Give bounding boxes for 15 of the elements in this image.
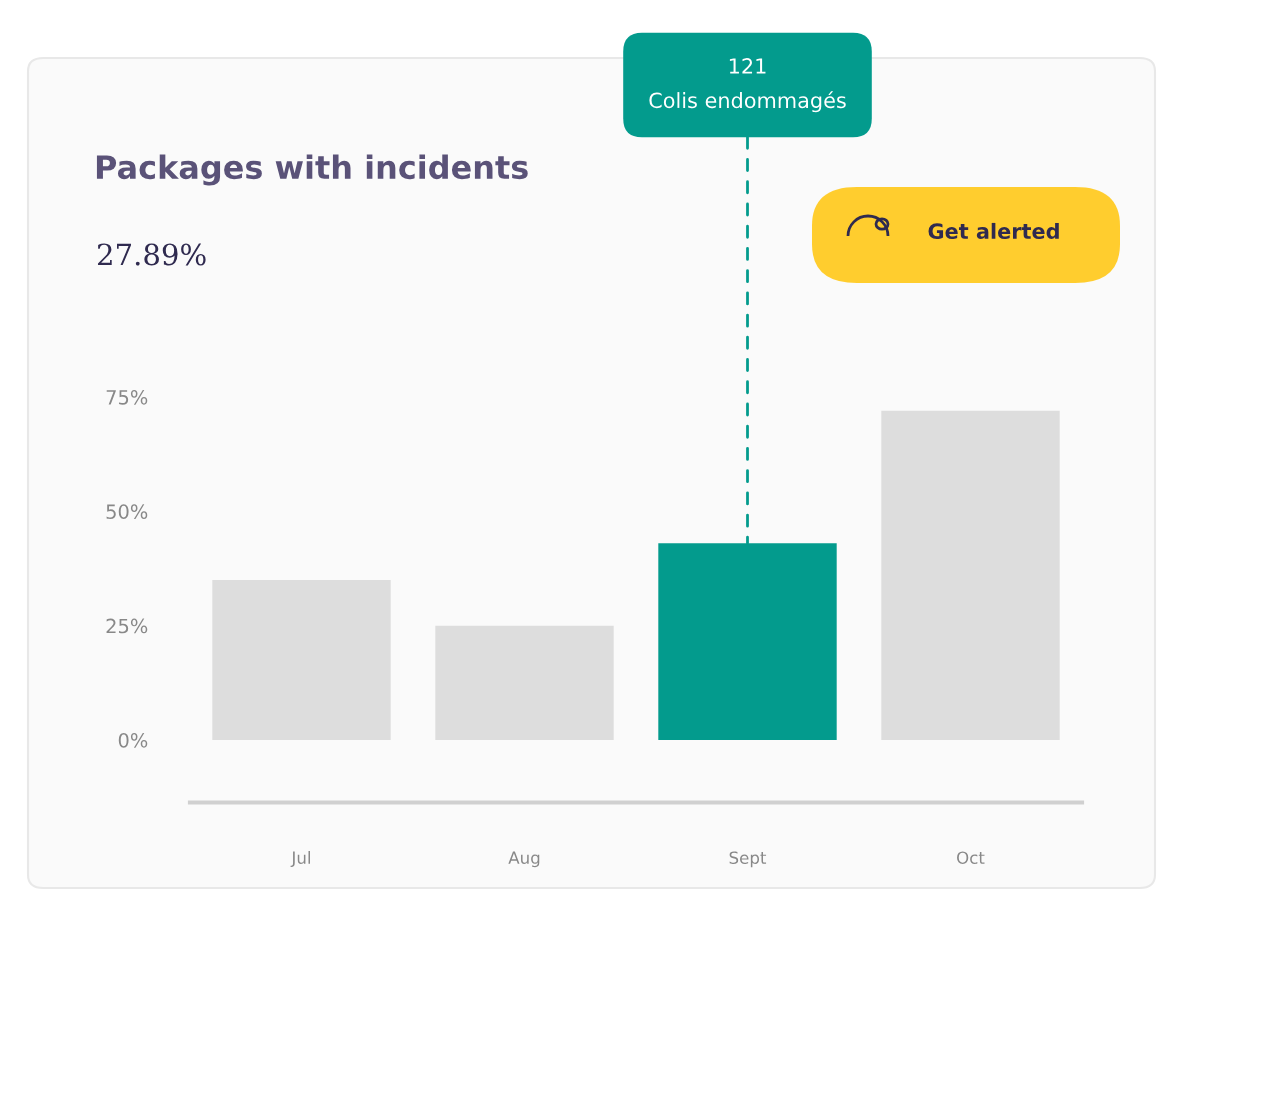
y-tick-label: 0% <box>118 732 148 748</box>
x-tick-label: Oct <box>957 851 985 865</box>
annotation: 121 Colis endommagés <box>649 58 846 113</box>
chart-subtitle: 27.89% <box>97 243 206 266</box>
text: Get alerted <box>928 222 1059 240</box>
x-tick-label: Aug <box>508 851 540 868</box>
y-tick-label: 75% <box>106 389 148 405</box>
x-tick-label: Sept <box>729 851 767 868</box>
x-tick-label: Jul <box>290 851 310 868</box>
bar <box>881 410 1060 740</box>
y-tick-label: 25% <box>106 618 148 634</box>
bar <box>212 579 391 740</box>
y-tick-label: 50% <box>106 504 148 519</box>
bar <box>435 625 614 740</box>
chart-title: Packages with incidents <box>96 154 528 186</box>
